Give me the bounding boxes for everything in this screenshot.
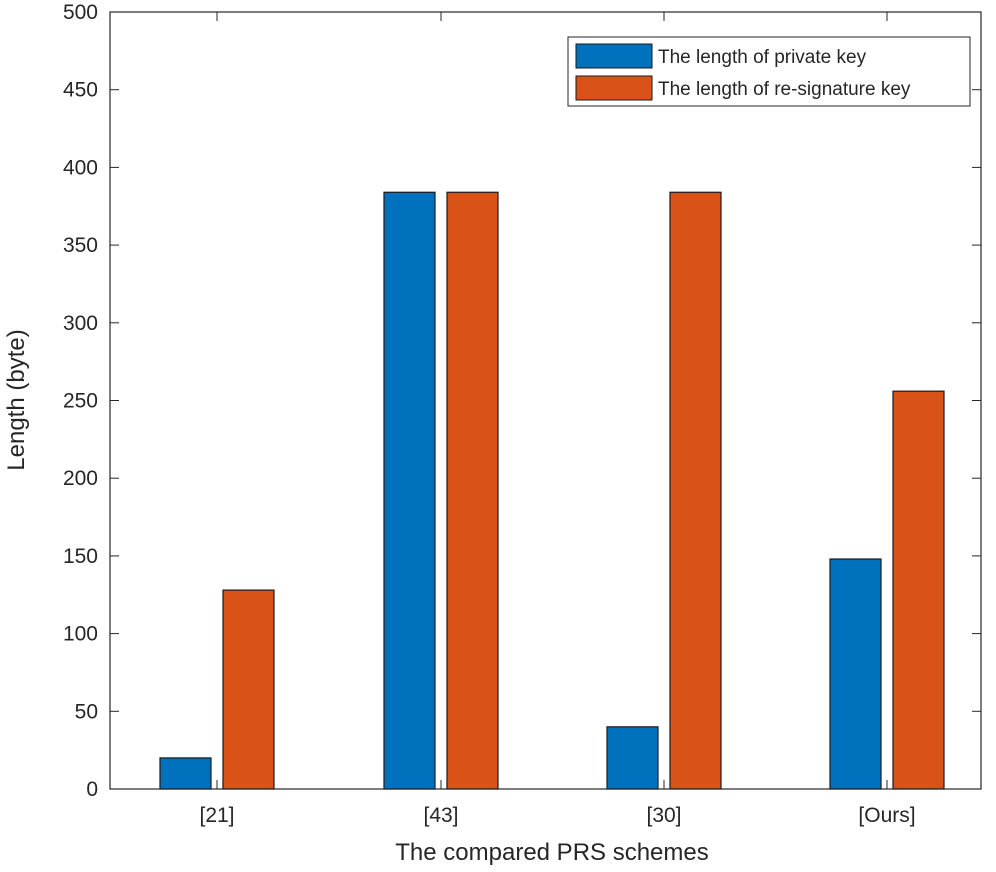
bar-private-key-2 [606, 726, 659, 790]
y-tick-label: 150 [63, 545, 98, 568]
bar-re-signature-key-0 [222, 589, 275, 790]
bar-re-signature-key-2 [669, 191, 722, 790]
legend-swatch-re-signature-key [575, 75, 653, 101]
legend-label-re-signature-key: The length of re-signature key [658, 79, 911, 100]
x-tick-label: [43] [423, 804, 458, 827]
y-tick-label: 300 [63, 312, 98, 335]
bar-re-signature-key-1 [446, 191, 499, 790]
x-tick-label: [21] [199, 804, 234, 827]
y-tick-label: 250 [63, 390, 98, 413]
y-tick-label: 0 [86, 778, 98, 801]
legend: The length of private key The length of … [567, 36, 971, 107]
bar-private-key-1 [383, 191, 436, 790]
bar-private-key-0 [159, 757, 212, 790]
y-tick-label: 100 [63, 623, 98, 646]
y-tick-label: 450 [63, 79, 98, 102]
y-tick-label: 350 [63, 234, 98, 257]
y-tick-label: 400 [63, 156, 98, 179]
x-axis-title: The compared PRS schemes [395, 839, 708, 866]
x-ticks-group: [21] [43] [30] [Ours] [199, 12, 916, 827]
bar-re-signature-key-3 [892, 390, 945, 790]
bars-group [159, 191, 945, 790]
bar-private-key-3 [829, 558, 882, 790]
plot-frame [109, 11, 982, 790]
legend-label-private-key: The length of private key [658, 47, 867, 68]
legend-swatch-private-key [575, 43, 653, 69]
y-tick-label: 500 [63, 1, 98, 24]
x-tick-label: [30] [646, 804, 681, 827]
y-tick-label: 50 [75, 700, 98, 723]
y-ticks-group: 0 50 100 150 200 250 300 350 400 450 500 [63, 1, 981, 801]
y-tick-label: 200 [63, 467, 98, 490]
x-tick-label: [Ours] [858, 804, 915, 827]
y-axis-title: Length (byte) [3, 329, 30, 470]
